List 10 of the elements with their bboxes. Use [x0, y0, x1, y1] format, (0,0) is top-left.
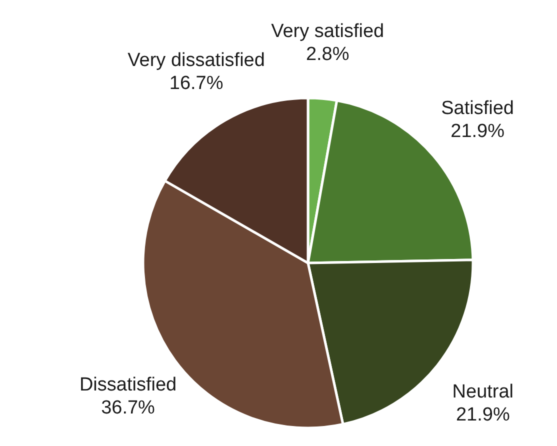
slice-label: Dissatisfied: [79, 374, 177, 396]
slice-label: Neutral: [452, 381, 514, 402]
data-label: 21.9%: [456, 404, 510, 426]
slice-label: Very satisfied: [271, 20, 384, 42]
data-label: 2.8%: [306, 44, 350, 65]
data-label: 21.9%: [450, 121, 505, 142]
data-label: 36.7%: [101, 398, 156, 419]
slice-label: Satisfied: [441, 98, 514, 120]
slice-label: Very dissatisfied: [128, 50, 265, 71]
data-label: 16.7%: [169, 72, 224, 94]
